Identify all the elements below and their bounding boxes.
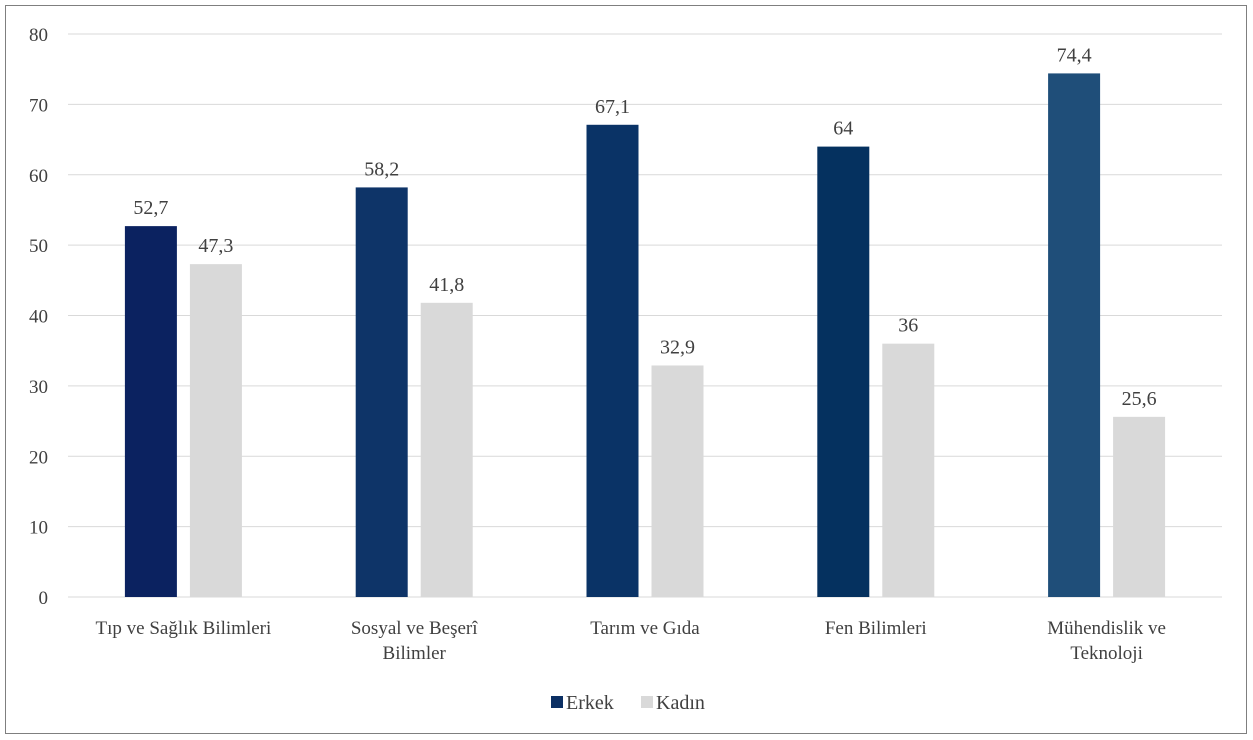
data-label: 47,3 <box>198 235 233 257</box>
bar-kadın <box>1113 416 1166 597</box>
data-label: 25,6 <box>1122 388 1157 410</box>
y-tick-label: 20 <box>29 447 48 468</box>
y-tick-label: 50 <box>29 236 48 257</box>
x-tick-label: Sosyal ve Beşerî <box>351 618 478 639</box>
x-axis: Tıp ve Sağlık Bilimleri Sosyal ve Beşerî B… <box>96 618 1166 664</box>
x-tick-label: Mühendislik ve <box>1047 618 1166 639</box>
data-label: 64 <box>833 118 853 140</box>
y-tick-label: 60 <box>29 166 48 187</box>
x-tick-label: Bilimler <box>383 643 447 664</box>
legend-swatch-kadın <box>641 696 653 708</box>
legend-label: Erkek <box>566 692 614 714</box>
y-tick-label: 30 <box>29 377 48 398</box>
x-tick-label: Teknoloji <box>1070 643 1143 664</box>
x-tick-label: Tarım ve Gıda <box>590 618 700 639</box>
y-tick-label: 40 <box>29 307 48 328</box>
bar-kadın <box>420 302 473 597</box>
bar-erkek <box>817 146 870 597</box>
y-tick-label: 10 <box>29 518 48 539</box>
x-tick-label: Tıp ve Sağlık Bilimleri <box>96 618 272 639</box>
bar-kadın <box>651 365 704 597</box>
data-label: 74,4 <box>1057 44 1092 66</box>
data-label: 67,1 <box>595 96 630 118</box>
bar-erkek <box>1048 73 1101 597</box>
data-label: 32,9 <box>660 336 695 358</box>
x-tick-label: Fen Bilimleri <box>825 618 927 639</box>
y-axis: 0 10 20 30 40 50 60 70 80 <box>29 25 1222 609</box>
bar-kadın <box>189 264 242 597</box>
data-label: 36 <box>898 315 918 337</box>
data-label: 41,8 <box>429 274 464 296</box>
y-tick-label: 70 <box>29 95 48 116</box>
bars <box>124 73 1166 598</box>
data-label: 58,2 <box>364 158 399 180</box>
bar-kadın <box>882 343 935 597</box>
legend-label: Kadın <box>656 692 705 714</box>
bar-erkek <box>124 226 177 597</box>
legend: Erkek Kadın <box>551 692 705 714</box>
y-tick-label: 80 <box>29 25 48 46</box>
data-label: 52,7 <box>133 197 168 219</box>
legend-swatch-erkek <box>551 696 563 708</box>
y-tick-label: 0 <box>39 588 49 609</box>
bar-erkek <box>355 187 408 598</box>
bar-erkek <box>586 124 639 597</box>
data-labels: 52,7 47,3 58,2 41,8 67,1 32,9 64 36 74,4 25,6 <box>133 44 1156 409</box>
